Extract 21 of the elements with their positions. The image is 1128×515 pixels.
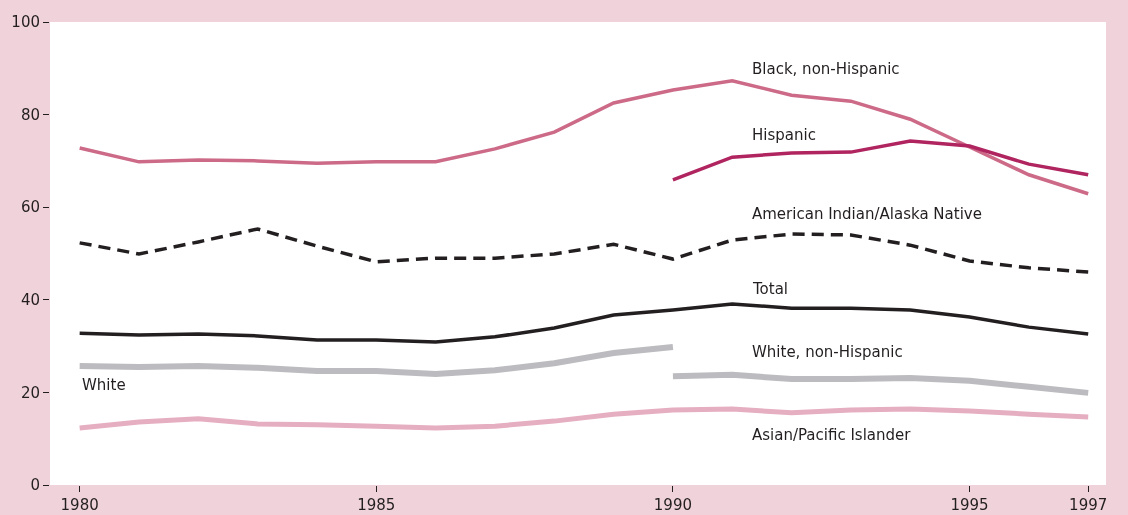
y-tick-label: 80 — [20, 105, 40, 124]
x-tick-label: 1997 — [1069, 496, 1108, 514]
x-tick-label: 1990 — [653, 496, 693, 514]
line-series — [77, 227, 1090, 274]
series-label: Hispanic — [752, 126, 816, 144]
line-series — [77, 302, 1090, 344]
x-tick-label: 1995 — [950, 496, 989, 514]
y-tick-label: 0 — [30, 476, 40, 495]
y-tick-label: 20 — [20, 383, 40, 402]
series-label: Total — [752, 280, 789, 298]
x-tick-label: 1980 — [60, 496, 99, 514]
y-tick-label: 40 — [20, 291, 40, 310]
series-label: Asian/Pacific Islander — [752, 426, 912, 444]
series-label: White, non-Hispanic — [752, 343, 903, 361]
series-label: White — [82, 376, 126, 394]
line-series — [77, 79, 1090, 196]
y-tick-label: 60 — [20, 198, 40, 217]
x-tick-label: 1985 — [357, 496, 396, 514]
series-label: Black, non-Hispanic — [752, 60, 900, 78]
series-label: American Indian/Alaska Native — [752, 205, 982, 223]
y-tick-label: 100 — [11, 13, 40, 32]
